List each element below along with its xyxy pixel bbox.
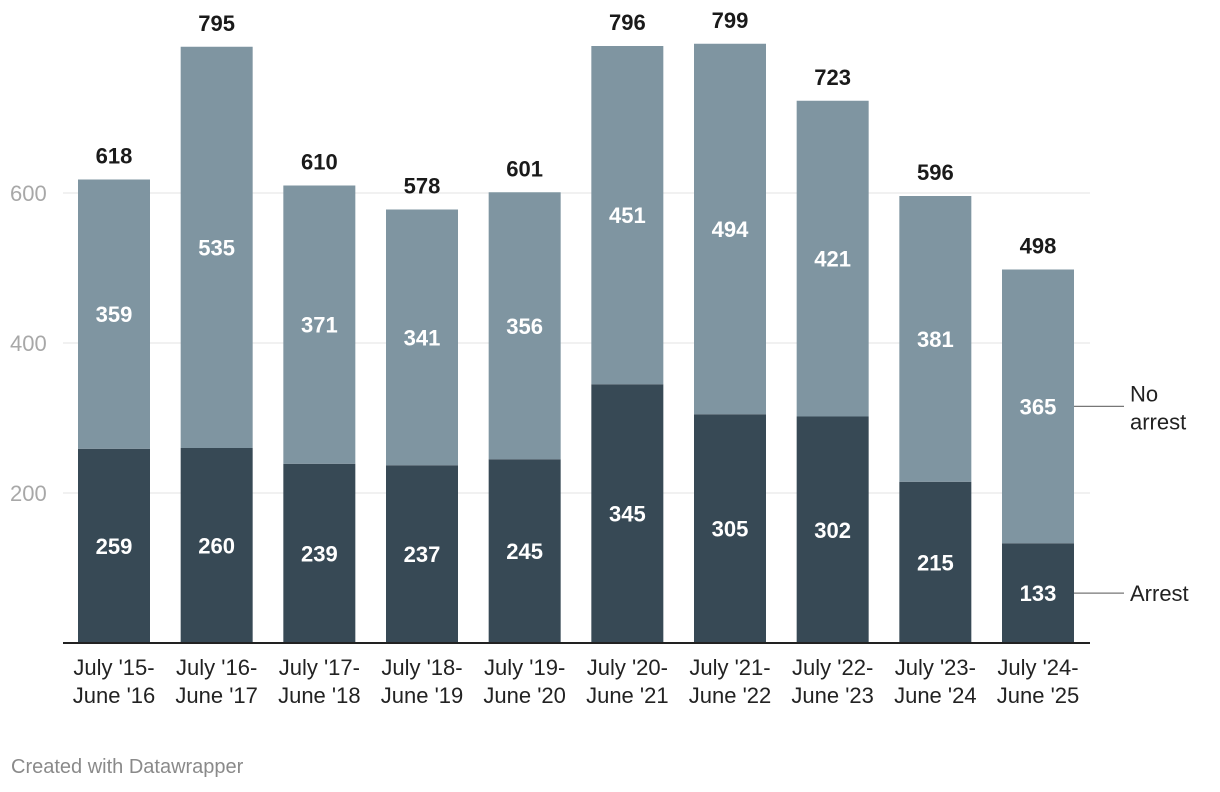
- bar-value-label-no-arrest: 381: [917, 327, 954, 352]
- bar-arrest[interactable]: [488, 459, 561, 643]
- x-tick-label: June '20: [483, 683, 566, 708]
- x-tick-label: July '16-: [176, 655, 257, 680]
- bar-no-arrest[interactable]: [694, 43, 766, 415]
- bar-value-label-arrest: 345: [609, 502, 646, 527]
- x-tick-label: June '19: [381, 683, 464, 708]
- stacked-bar-chart: 200 400 600 259 359 618 July '15- June '16 260 53…: [10, 8, 1189, 708]
- bar-arrest[interactable]: [386, 465, 458, 643]
- bar-value-label-no-arrest: 356: [506, 314, 543, 339]
- bar-arrest[interactable]: [694, 414, 766, 643]
- bar-no-arrest[interactable]: [488, 192, 561, 460]
- x-tick-label: July '23-: [895, 655, 976, 680]
- bar-no-arrest[interactable]: [180, 46, 253, 448]
- x-tick-label: June '23: [791, 683, 874, 708]
- bar-no-arrest[interactable]: [1002, 269, 1074, 544]
- x-tick-label: July '17-: [279, 655, 360, 680]
- bar-total-label: 799: [712, 8, 749, 33]
- x-tick-label: June '25: [997, 683, 1080, 708]
- bar-no-arrest[interactable]: [591, 46, 664, 385]
- x-tick-label: July '21-: [689, 655, 770, 680]
- bar-arrest[interactable]: [1002, 543, 1074, 643]
- x-tick-label: June '24: [894, 683, 977, 708]
- x-tick-label: June '16: [73, 683, 156, 708]
- bar-no-arrest[interactable]: [899, 196, 972, 482]
- bar-total-label: 610: [301, 150, 338, 175]
- x-tick-label: July '22-: [792, 655, 873, 680]
- bar-value-label-arrest: 260: [198, 534, 235, 559]
- bar-value-label-arrest: 259: [96, 534, 133, 559]
- bar-value-label-no-arrest: 371: [301, 313, 338, 338]
- legend-label-arrest: Arrest: [1130, 581, 1189, 606]
- bar-value-label-no-arrest: 421: [814, 247, 851, 272]
- legend-label-no-arrest: No: [1130, 381, 1158, 406]
- bar-value-label-arrest: 215: [917, 550, 954, 575]
- y-tick-label: 200: [10, 481, 47, 506]
- x-tick-label: July '19-: [484, 655, 565, 680]
- bar-value-label-no-arrest: 451: [609, 203, 646, 228]
- bar-value-label-no-arrest: 494: [712, 217, 749, 242]
- x-tick-label: June '22: [689, 683, 772, 708]
- bar-value-label-arrest: 302: [814, 518, 851, 543]
- bar-value-label-no-arrest: 365: [1020, 394, 1057, 419]
- bar-total-label: 723: [814, 65, 851, 90]
- bar-value-label-arrest: 237: [404, 542, 441, 567]
- x-tick-label: July '15-: [73, 655, 154, 680]
- bar-value-label-no-arrest: 535: [198, 235, 235, 260]
- bar-arrest[interactable]: [283, 463, 356, 643]
- bar-value-label-no-arrest: 359: [96, 302, 133, 327]
- bar-total-label: 498: [1020, 234, 1057, 259]
- y-tick-label: 600: [10, 181, 47, 206]
- y-tick-label: 400: [10, 331, 47, 356]
- bar-value-label-arrest: 239: [301, 541, 338, 566]
- bar-arrest[interactable]: [591, 384, 664, 643]
- bar-no-arrest[interactable]: [386, 209, 458, 466]
- bar-no-arrest[interactable]: [283, 185, 356, 464]
- bar-value-label-arrest: 305: [712, 517, 749, 542]
- bar-value-label-arrest: 133: [1020, 581, 1057, 606]
- x-tick-label: July '18-: [381, 655, 462, 680]
- bar-arrest[interactable]: [180, 448, 253, 643]
- x-tick-label: July '20-: [587, 655, 668, 680]
- bar-total-label: 796: [609, 10, 646, 35]
- x-tick-label: July '24-: [997, 655, 1078, 680]
- bar-value-label-no-arrest: 341: [404, 325, 441, 350]
- x-tick-label: June '18: [278, 683, 361, 708]
- bar-arrest[interactable]: [78, 448, 150, 643]
- bar-value-label-arrest: 245: [506, 539, 543, 564]
- bar-total-label: 795: [198, 11, 235, 36]
- bar-total-label: 596: [917, 160, 954, 185]
- bar-no-arrest[interactable]: [78, 179, 150, 449]
- bar-total-label: 601: [506, 156, 543, 181]
- datawrapper-credit[interactable]: Created with Datawrapper: [11, 756, 244, 778]
- bar-arrest[interactable]: [796, 416, 869, 644]
- bar-total-label: 578: [404, 174, 441, 199]
- x-tick-label: June '17: [175, 683, 258, 708]
- x-tick-label: June '21: [586, 683, 669, 708]
- bar-arrest[interactable]: [899, 481, 972, 643]
- legend-label-no-arrest: arrest: [1130, 409, 1186, 434]
- bar-total-label: 618: [96, 144, 133, 169]
- bar-no-arrest[interactable]: [796, 100, 869, 417]
